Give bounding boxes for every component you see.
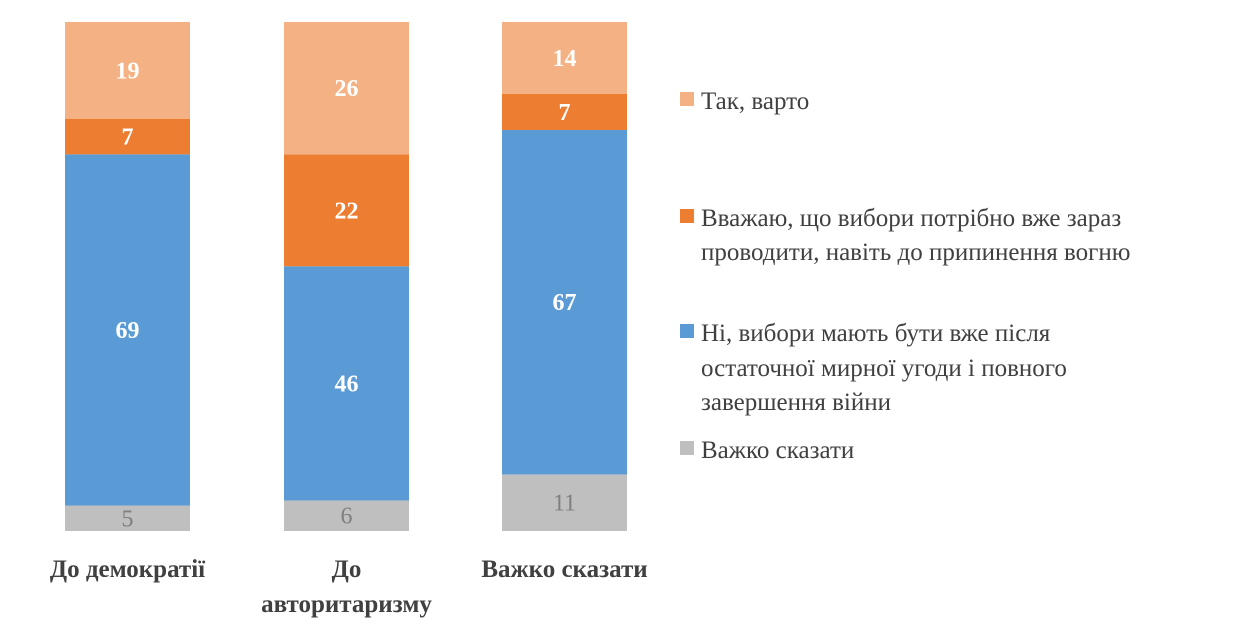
bar-segment — [502, 129, 627, 475]
data-label: 6 — [341, 504, 353, 530]
data-label: 7 — [122, 125, 134, 151]
legend-swatch — [680, 441, 694, 455]
data-label: 11 — [553, 491, 576, 517]
data-label: 67 — [553, 290, 577, 316]
data-label: 69 — [116, 318, 140, 344]
data-label: 46 — [335, 371, 359, 397]
category-label: До — [332, 556, 362, 583]
data-label: 22 — [335, 198, 359, 224]
data-label: 14 — [553, 46, 577, 72]
legend-label: Так, варто — [701, 88, 809, 115]
bar-segment — [284, 266, 409, 501]
legend-label: Важко сказати — [701, 437, 854, 464]
legend-label: остаточної мирної угоди і повного — [701, 355, 1067, 382]
data-label: 5 — [122, 506, 134, 532]
bar-segment — [65, 118, 190, 155]
bar-segment — [65, 154, 190, 506]
legend-swatch — [680, 324, 694, 338]
category-label: До демократії — [50, 556, 206, 583]
bar-segment — [65, 505, 190, 531]
bar-segment — [502, 93, 627, 130]
bar-segment — [65, 22, 190, 119]
legend-label: проводити, навіть до припинення вогню — [701, 239, 1130, 266]
category-label: Важко сказати — [481, 556, 647, 583]
legend-swatch — [680, 209, 694, 223]
data-label: 19 — [116, 58, 140, 84]
bar-segment — [284, 500, 409, 531]
category-label: авторитаризму — [261, 591, 432, 618]
legend-swatch — [680, 92, 694, 106]
bar-segment — [502, 474, 627, 531]
legend-label: Ні, вибори мають бути вже після — [701, 320, 1051, 347]
legend-label: завершення війни — [701, 389, 891, 416]
data-label: 7 — [559, 100, 571, 126]
bar-segment — [284, 154, 409, 267]
legend-label: Вважаю, що вибори потрібно вже зараз — [701, 205, 1121, 232]
data-label: 26 — [335, 76, 359, 102]
bar-segment — [502, 22, 627, 94]
bar-segment — [284, 22, 409, 155]
